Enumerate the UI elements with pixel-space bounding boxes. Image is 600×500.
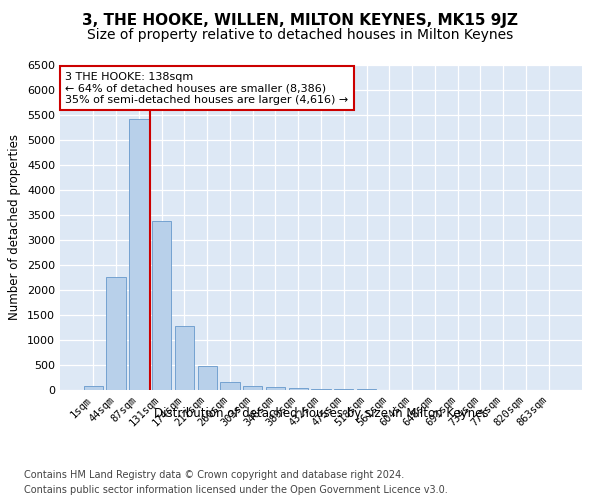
Text: 3, THE HOOKE, WILLEN, MILTON KEYNES, MK15 9JZ: 3, THE HOOKE, WILLEN, MILTON KEYNES, MK1…: [82, 12, 518, 28]
Text: Distribution of detached houses by size in Milton Keynes: Distribution of detached houses by size …: [154, 408, 488, 420]
Bar: [334, 389, 353, 390]
Bar: [175, 326, 194, 390]
Bar: [289, 388, 308, 390]
Text: 3 THE HOOKE: 138sqm
← 64% of detached houses are smaller (8,386)
35% of semi-det: 3 THE HOOKE: 138sqm ← 64% of detached ho…: [65, 72, 349, 104]
Bar: [220, 382, 239, 390]
Bar: [84, 386, 103, 390]
Bar: [311, 388, 331, 390]
Bar: [152, 220, 172, 390]
Bar: [197, 366, 217, 390]
Text: Contains public sector information licensed under the Open Government Licence v3: Contains public sector information licen…: [24, 485, 448, 495]
Bar: [357, 389, 376, 390]
Bar: [266, 387, 285, 390]
Text: Size of property relative to detached houses in Milton Keynes: Size of property relative to detached ho…: [87, 28, 513, 42]
Bar: [106, 276, 126, 390]
Bar: [129, 118, 149, 390]
Text: Contains HM Land Registry data © Crown copyright and database right 2024.: Contains HM Land Registry data © Crown c…: [24, 470, 404, 480]
Y-axis label: Number of detached properties: Number of detached properties: [8, 134, 22, 320]
Bar: [243, 386, 262, 390]
